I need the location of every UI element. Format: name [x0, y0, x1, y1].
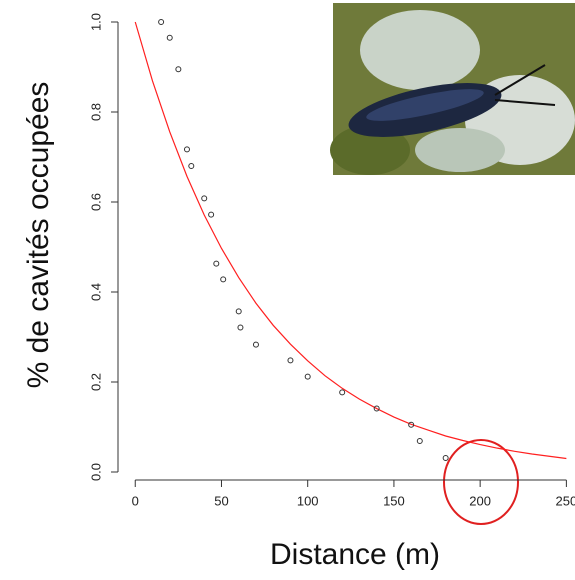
highlight-circle: [443, 439, 519, 525]
data-point: [213, 260, 220, 267]
y-tick-label: 0.0: [88, 463, 103, 481]
data-point: [304, 373, 311, 380]
y-tick-label: 0.8: [88, 103, 103, 121]
data-point: [158, 19, 165, 25]
data-point: [339, 389, 346, 396]
y-tick-label: 0.2: [88, 373, 103, 391]
data-point: [220, 276, 227, 283]
data-point: [416, 437, 423, 444]
data-point: [373, 405, 380, 412]
data-point: [201, 195, 208, 202]
data-point: [208, 211, 215, 218]
data-point: [237, 324, 244, 331]
data-point: [166, 34, 173, 41]
x-tick-label: 150: [383, 493, 405, 508]
y-tick-label: 0.4: [88, 283, 103, 301]
data-point: [235, 308, 242, 315]
fit-curve: [134, 21, 567, 460]
data-point: [408, 421, 415, 428]
x-tick-label: 200: [469, 493, 491, 508]
x-tick-label: 250: [556, 493, 575, 508]
y-tick-label: 1.0: [88, 13, 103, 31]
data-point: [183, 146, 190, 153]
x-tick-label: 0: [132, 493, 139, 508]
x-axis-label: Distance (m): [270, 538, 440, 571]
x-tick-label: 50: [214, 493, 228, 508]
y-axis-label: % de cavités occupées: [22, 82, 55, 389]
data-point: [287, 357, 294, 364]
x-tick-label: 100: [297, 493, 319, 508]
data-point: [442, 455, 449, 462]
data-point: [175, 66, 182, 73]
inset-photo: [330, 3, 575, 175]
y-tick-label: 0.6: [88, 193, 103, 211]
data-point: [188, 163, 195, 169]
data-point: [252, 341, 259, 348]
